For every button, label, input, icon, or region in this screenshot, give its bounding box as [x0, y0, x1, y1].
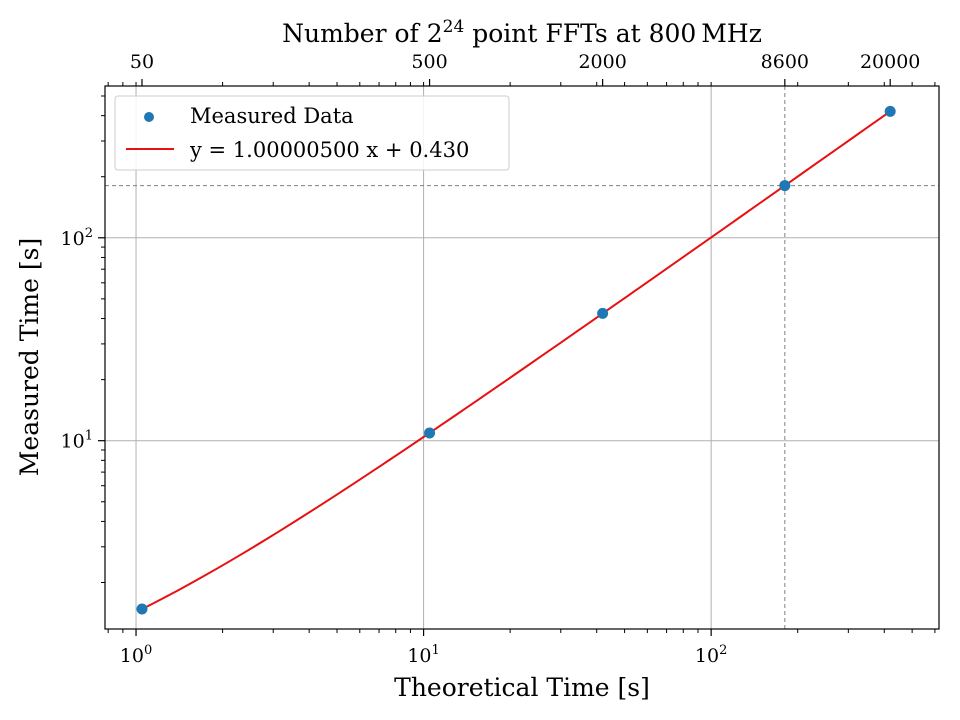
data-point: [424, 427, 436, 439]
top-tick-label: 20000: [860, 51, 920, 73]
plot-frame: [104, 85, 940, 630]
legend-label-fit-line: y = 1.00000500 x + 0.430: [189, 138, 469, 162]
top-tick-label: 500: [411, 51, 447, 73]
y-tick-label: 101: [61, 429, 93, 453]
legend-frame: [114, 95, 510, 171]
data-point: [884, 105, 896, 117]
chart-title: Number of 224 point FFTs at 800 MHz: [282, 17, 762, 48]
y-tick-label: 102: [61, 226, 93, 250]
legend-label-measured-data: Measured Data: [190, 104, 354, 128]
top-tick-label: 8600: [761, 51, 809, 73]
data-point: [136, 603, 148, 615]
legend: Measured Data y = 1.00000500 x + 0.430: [114, 95, 510, 171]
data-point: [597, 307, 609, 319]
grid: [105, 86, 939, 629]
y-axis-label: Measured Time [s]: [15, 238, 44, 476]
top-tick-label: 50: [130, 51, 154, 73]
ticks: 100 101 102 101 102 50 500 2000 8600 20000: [61, 51, 936, 667]
x-tick-label: 102: [695, 643, 727, 667]
data-point: [779, 180, 791, 192]
x-tick-label: 101: [407, 643, 439, 667]
reference-lines: [105, 86, 939, 629]
top-tick-label: 2000: [578, 51, 626, 73]
x-tick-label: 100: [120, 643, 152, 667]
fit-line: [141, 110, 891, 610]
legend-marker-measured-data: [144, 112, 154, 122]
x-axis-label: Theoretical Time [s]: [394, 673, 650, 702]
series: [136, 105, 896, 615]
